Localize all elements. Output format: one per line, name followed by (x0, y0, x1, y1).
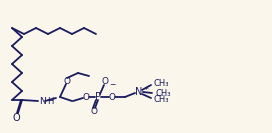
Text: O: O (12, 113, 20, 123)
Text: P: P (95, 92, 101, 102)
Text: CH₃: CH₃ (154, 80, 169, 88)
Text: O: O (82, 92, 89, 101)
Text: CH₃: CH₃ (154, 95, 169, 103)
Text: N: N (135, 87, 143, 97)
Text: N: N (39, 97, 45, 105)
Text: O: O (109, 92, 116, 101)
Text: H: H (47, 97, 53, 107)
Text: CH₃: CH₃ (155, 88, 171, 97)
Text: O: O (101, 78, 109, 86)
Text: +: + (143, 86, 148, 92)
Text: O: O (91, 107, 97, 117)
Text: −: − (109, 80, 115, 90)
Text: O: O (63, 76, 70, 86)
